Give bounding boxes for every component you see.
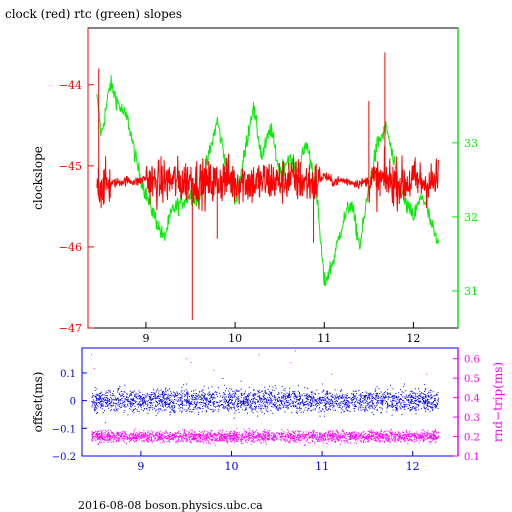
clock-line [96, 146, 439, 213]
y2-tick-label: 32 [464, 211, 478, 224]
y-tick-label: −47 [59, 322, 82, 335]
x-tick-label: 11 [315, 460, 329, 473]
y2-tick-label: 0.6 [464, 355, 480, 366]
round-trip-y-axis-label: rnd−trip(ms) [491, 362, 505, 442]
x-tick-label: 12 [406, 332, 420, 345]
footer-text: 2016-08-08 boson.physics.ubc.ca [78, 499, 263, 512]
y-tick-label: −46 [59, 241, 82, 254]
rnd-trip-points [91, 350, 440, 446]
y2-tick-label: 0.5 [464, 374, 480, 385]
x-tick-label: 9 [142, 332, 149, 345]
offset-y-axis-label: offset(ms) [31, 372, 45, 433]
y-tick-label: 0.1 [60, 369, 76, 380]
y-tick-label: −0.1 [52, 424, 76, 435]
x-tick-label: 10 [224, 460, 238, 473]
y-tick-label: −45 [59, 160, 82, 173]
y2-tick-label: 0.3 [464, 413, 480, 424]
y-tick-label: 0 [70, 397, 76, 408]
y2-tick-label: 0.4 [464, 394, 480, 405]
y-tick-label: −0.2 [52, 452, 76, 463]
slopes-y-axis-label: clockslope [31, 146, 45, 210]
clock-series [96, 52, 439, 320]
y2-tick-label: 31 [464, 285, 478, 298]
offset-ticks: 9 10 11 12 0.1 0 −0.1 −0.2 0.1 0.2 0.3 0.4 0.5 0.6 [52, 348, 480, 473]
x-tick-label: 11 [317, 332, 331, 345]
y-tick-label: −44 [59, 79, 82, 92]
y2-tick-label: 33 [464, 137, 478, 150]
y2-tick-label: 0.2 [464, 433, 480, 444]
x-tick-label: 9 [137, 460, 144, 473]
chart-title: clock (red) rtc (green) slopes [5, 7, 182, 21]
rtc-series [96, 75, 439, 287]
offset-panel: 9 10 11 12 0.1 0 −0.1 −0.2 0.1 0.2 0.3 0.4 0.5 0.6 of… [31, 347, 505, 473]
x-tick-label: 12 [406, 460, 420, 473]
slopes-ticks: 9 10 11 12 −44 −45 −46 −47 31 32 33 [59, 28, 478, 345]
x-tick-label: 10 [228, 332, 242, 345]
slopes-panel: 9 10 11 12 −44 −45 −46 −47 31 32 33 clockslope [31, 27, 478, 345]
offset-points [91, 378, 439, 424]
offset-series [91, 378, 439, 424]
round-trip-series [91, 350, 440, 446]
y2-tick-label: 0.1 [464, 452, 480, 463]
rtc-line [96, 75, 439, 287]
